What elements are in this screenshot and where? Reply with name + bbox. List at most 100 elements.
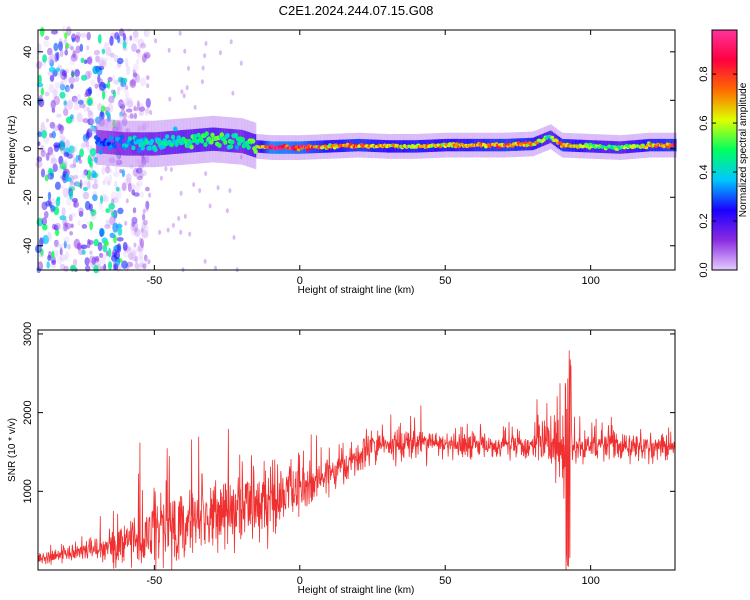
- spectrogram-noise-blob: [91, 183, 99, 190]
- spectrogram-ridge-cell: [240, 137, 245, 142]
- spectrogram-halo: [589, 140, 591, 153]
- spectrogram-noise-blob: [70, 83, 74, 90]
- spectrogram-noise-blob: [185, 85, 189, 91]
- spectrogram-noise-blob: [138, 251, 144, 260]
- spectrogram-noise-blob: [112, 197, 119, 204]
- spectrogram-noise-blob: [126, 65, 131, 76]
- spectrogram-noise-blob: [70, 45, 74, 51]
- spectrogram-noise-blob: [61, 70, 67, 77]
- spectrogram-noise-blob: [37, 74, 42, 85]
- spectrogram-halo: [155, 132, 158, 156]
- spectrogram-ridge-cell: [228, 144, 234, 150]
- spectrogram-noise-blob: [138, 243, 144, 252]
- spectrogram-noise-blob: [71, 33, 77, 42]
- spectrogram-noise-blob: [69, 231, 73, 236]
- snr-x-tick-label: 50: [439, 575, 451, 587]
- spectrogram-noise-blob: [113, 246, 117, 251]
- spectrogram-ridge-cell: [185, 143, 191, 149]
- spectrogram-noise-blob: [46, 261, 50, 269]
- spectrogram-halo: [251, 133, 254, 157]
- spectrogram-noise-blob: [133, 242, 137, 248]
- spectrogram-noise-blob: [59, 215, 67, 221]
- spectrogram-noise-blob: [41, 130, 47, 139]
- spectrogram-noise-blob: [109, 35, 114, 46]
- spectrogram-noise-blob: [228, 188, 232, 194]
- spectrogram-noise-blob: [128, 251, 134, 260]
- spectrogram-noise-blob: [81, 249, 86, 255]
- spectrogram-noise-blob: [56, 67, 60, 72]
- spectrogram-noise-blob: [59, 247, 63, 256]
- spectrogram-noise-blob: [62, 107, 69, 117]
- spectrogram-noise-blob: [83, 59, 88, 65]
- spectrogram-ridge-cell: [145, 140, 150, 145]
- spectrogram-noise-blob: [58, 41, 63, 51]
- spectrogram-noise-blob: [148, 192, 152, 198]
- colorbar-tick-label: 0.0: [698, 262, 710, 277]
- spectrogram-noise-blob: [104, 224, 111, 230]
- spectrogram-noise-blob: [127, 114, 135, 120]
- spectrogram-noise-blob: [84, 178, 90, 184]
- spectrogram-noise-blob: [136, 246, 142, 253]
- spectrogram-noise-blob: [94, 257, 100, 263]
- spectrogram-noise-blob: [129, 35, 133, 41]
- spectrogram-noise-blob: [71, 198, 78, 203]
- spectrogram-noise-blob: [105, 110, 110, 117]
- spectrogram-noise-blob: [58, 155, 64, 165]
- spectrogram-noise-blob: [178, 30, 182, 36]
- spectrogram-noise-blob: [166, 227, 170, 233]
- spectrogram-noise-blob: [231, 90, 235, 96]
- spectrogram-y-tick-label: 0: [22, 146, 34, 152]
- spectrogram-noise-blob: [94, 83, 99, 89]
- spectrogram-noise-blob: [122, 40, 127, 49]
- spectrogram-noise-blob: [143, 28, 150, 38]
- spectrogram-ridge-cell: [613, 145, 617, 149]
- spectrogram-noise-blob: [203, 258, 207, 264]
- spectrogram-noise-blob: [88, 203, 93, 212]
- spectrogram-noise-blob: [130, 221, 136, 227]
- spectrogram-ridge-cell: [135, 139, 141, 144]
- spectrogram-noise-blob: [125, 108, 133, 113]
- spectrogram-noise-blob: [204, 41, 208, 46]
- spectrogram-noise-blob: [68, 181, 75, 192]
- spectrogram-noise-blob: [94, 255, 100, 262]
- spectrogram-noise-blob: [61, 161, 66, 170]
- spectrogram-noise-blob: [114, 180, 118, 189]
- spectrogram-noise-blob: [134, 73, 141, 84]
- spectrogram-noise-blob: [141, 106, 145, 112]
- spectrogram-noise-blob: [75, 31, 81, 40]
- spectrogram-noise-blob: [113, 251, 121, 260]
- spectrogram-noise-blob: [125, 177, 132, 186]
- spectrogram-x-tick-label: -50: [146, 275, 162, 287]
- spectrogram-noise-blob: [84, 138, 90, 144]
- spectrogram-noise-blob: [126, 261, 134, 268]
- spectrogram-noise-blob: [122, 250, 129, 258]
- spectrogram-ridge-cell: [209, 139, 214, 145]
- spectrogram-noise-blob: [101, 166, 106, 175]
- spectrogram-noise-blob: [147, 259, 151, 265]
- spectrogram-noise-blob: [49, 198, 56, 206]
- spectrogram-ridge-cell: [204, 131, 209, 137]
- spectrogram-ridge-cell: [109, 135, 114, 141]
- spectrogram-noise-blob: [88, 110, 93, 116]
- spectrogram-noise-blob: [50, 157, 58, 165]
- spectrogram-noise-blob: [69, 180, 74, 186]
- spectrogram-noise-blob: [89, 255, 96, 264]
- spectrogram-noise-blob: [64, 49, 68, 56]
- spectrogram-noise-blob: [131, 221, 136, 227]
- spectrogram-noise-blob: [38, 252, 44, 258]
- spectrogram-noise-blob: [101, 57, 108, 62]
- spectrogram-ridge-cell: [550, 135, 555, 139]
- spectrogram-noise-blob: [61, 160, 69, 167]
- spectrogram-noise-blob: [71, 95, 78, 103]
- spectrogram-noise-blob: [116, 191, 122, 200]
- spectrogram-x-label: Height of straight line (km): [298, 285, 415, 296]
- spectrogram-noise-blob: [120, 103, 126, 110]
- spectrogram-noise-blob: [87, 180, 91, 190]
- spectrogram-noise-blob: [65, 139, 70, 148]
- spectrogram-noise-blob: [63, 100, 67, 106]
- spectrogram-noise-blob: [136, 51, 142, 59]
- snr-panel: -50 0 50 100 1000 2000 3000 Height of straight…: [7, 322, 676, 596]
- spectrogram-y-tick-label: -40: [22, 238, 34, 254]
- spectrogram-noise-blob: [122, 33, 126, 42]
- spectrogram-ridge-cell: [230, 139, 235, 145]
